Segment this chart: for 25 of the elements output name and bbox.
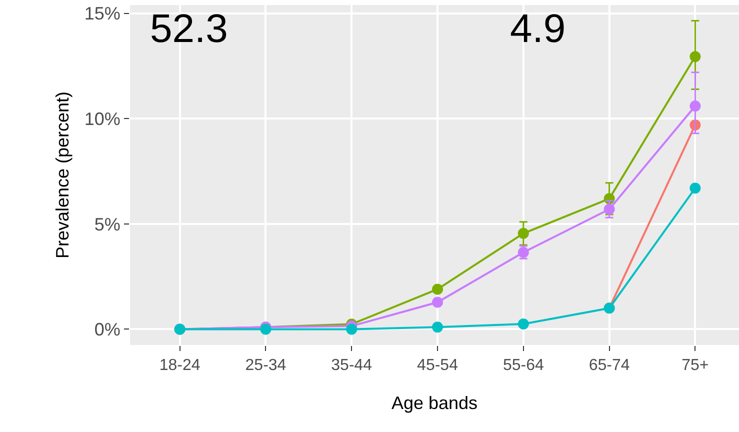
x-axis-title: Age bands [391, 393, 478, 413]
annotation: 4.9 [510, 7, 566, 51]
y-tick-label: 0% [94, 320, 120, 340]
point [432, 296, 444, 308]
y-tick-label: 15% [84, 4, 120, 24]
point [604, 204, 615, 215]
point [690, 182, 701, 194]
point [346, 324, 358, 335]
point [690, 51, 701, 62]
point [690, 100, 701, 112]
annotation: 52.3 [150, 7, 228, 51]
x-tick-label: 25-34 [245, 357, 286, 374]
point [432, 284, 444, 295]
y-tick-label: 5% [94, 214, 120, 234]
x-tick-label: 35-44 [331, 357, 372, 374]
point [432, 322, 444, 333]
x-tick-label: 55-64 [502, 357, 544, 374]
x-tick-label: 18-24 [159, 357, 200, 374]
x-tick-label: 45-54 [417, 357, 458, 374]
x-tick-label: 75+ [682, 357, 709, 374]
y-tick-label: 10% [84, 108, 120, 129]
x-tick-label: 65-74 [588, 357, 630, 374]
y-axis-title: Prevalence (percent) [52, 91, 73, 259]
point [518, 318, 529, 330]
point [518, 228, 529, 239]
